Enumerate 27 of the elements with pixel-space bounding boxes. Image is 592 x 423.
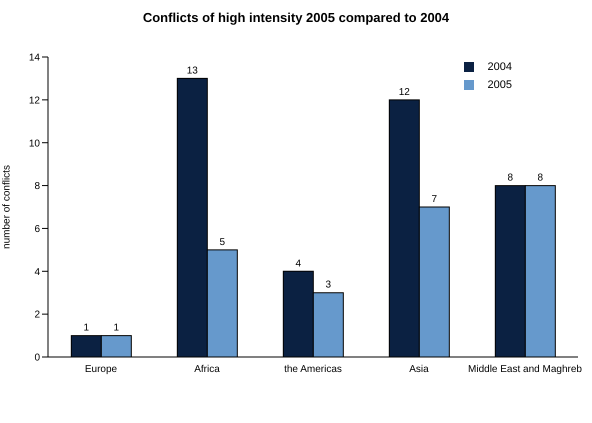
- chart-title: Conflicts of high intensity 2005 compared to 2004: [142, 10, 450, 25]
- data-label: 8: [538, 172, 544, 184]
- y-axis-title: number of conflicts: [2, 165, 13, 249]
- y-tick-label: 10: [28, 138, 40, 150]
- data-label: 1: [84, 322, 90, 334]
- y-tick-label: 0: [34, 352, 40, 364]
- data-label: 4: [296, 258, 302, 270]
- legend-label: 2004: [488, 61, 512, 73]
- y-tick-label: 4: [34, 266, 40, 278]
- x-tick-label: Middle East and Maghreb: [468, 364, 582, 376]
- y-tick-label: 14: [28, 52, 40, 64]
- y-tick-label: 8: [34, 181, 40, 192]
- data-label: 8: [508, 172, 514, 184]
- data-label: 5: [220, 236, 226, 248]
- data-label: 3: [326, 280, 332, 291]
- x-tick-label: Asia: [409, 364, 430, 376]
- data-label: 7: [432, 194, 438, 205]
- data-label: 13: [186, 65, 198, 76]
- y-tick-label: 2: [34, 310, 40, 321]
- x-tick-label: Europe: [84, 364, 118, 376]
- y-tick-label: 12: [28, 95, 40, 106]
- legend-label: 2005: [488, 79, 512, 91]
- data-label: 1: [114, 322, 120, 334]
- data-label: 12: [398, 86, 410, 98]
- x-tick-label: the Americas: [284, 364, 342, 376]
- x-tick-label: Africa: [194, 364, 220, 376]
- y-tick-label: 6: [34, 224, 40, 235]
